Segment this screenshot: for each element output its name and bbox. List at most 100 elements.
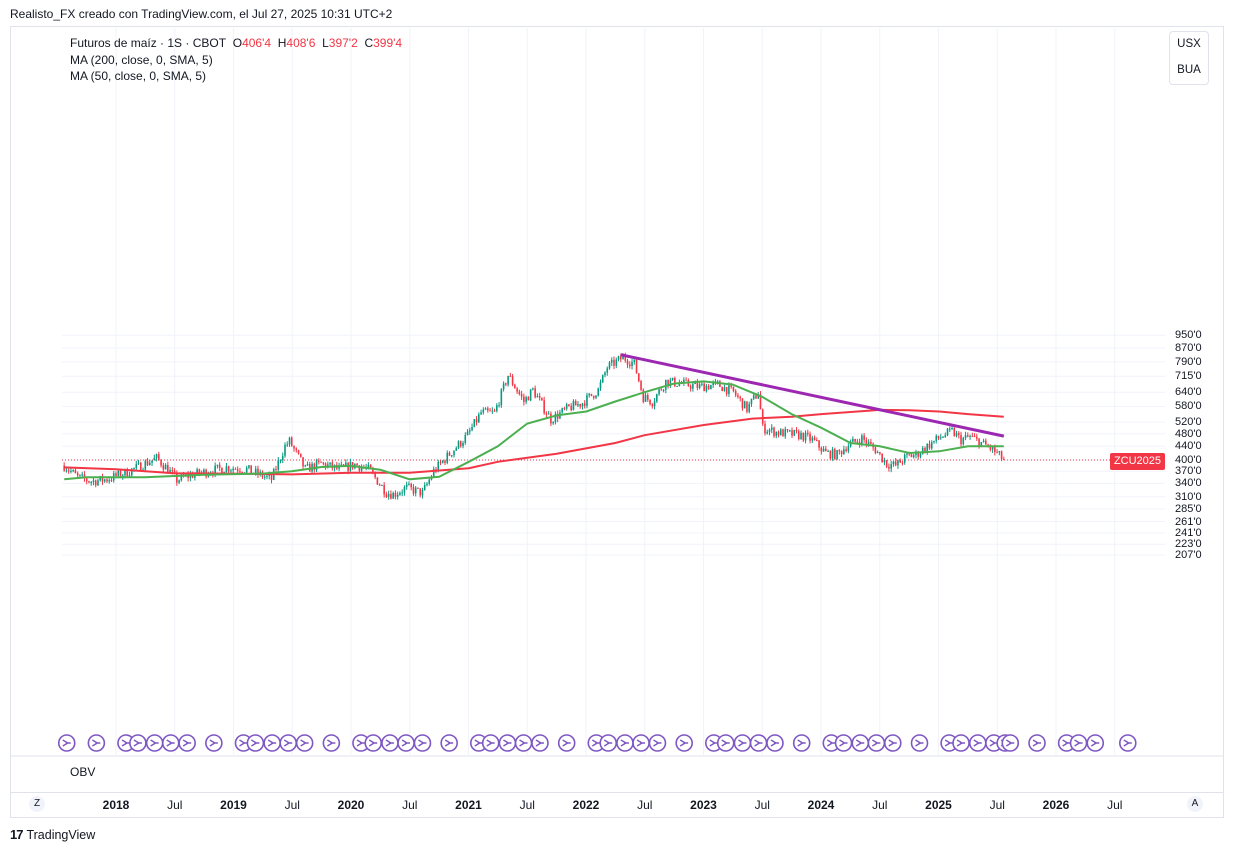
candle-body (484, 408, 487, 410)
event-icon (440, 734, 458, 752)
candle-body (135, 463, 138, 468)
candle-body (676, 385, 678, 387)
event-icon (413, 734, 432, 752)
candle-body (281, 455, 284, 461)
price-tick: 870'0 (1175, 341, 1202, 354)
candle-body (450, 455, 453, 457)
candle-body (888, 466, 890, 469)
event-icon (675, 734, 693, 752)
candle-body (342, 464, 345, 466)
candle-body (444, 460, 446, 463)
candle-body (890, 464, 892, 469)
candle-body (432, 469, 435, 477)
candle-body (124, 469, 126, 476)
open-label: O (232, 36, 243, 50)
close-value: 399'4 (373, 36, 403, 50)
candle-body (263, 476, 266, 478)
candle-body (955, 433, 958, 436)
unit-button[interactable]: BUA (1177, 64, 1201, 76)
candle-body (203, 469, 205, 473)
candle-body (518, 391, 521, 394)
candle-body (863, 435, 865, 440)
candle-body (254, 468, 257, 473)
candle-body (849, 441, 852, 447)
candle-body (295, 448, 298, 451)
candle-body (405, 484, 408, 488)
ma50-legend[interactable]: MA (50, close, 0, SMA, 5) (70, 69, 207, 83)
auto-scale-button[interactable]: A (1187, 796, 1203, 812)
candle-body (644, 394, 647, 402)
candle-body (741, 398, 744, 409)
price-tick: 440'0 (1175, 440, 1202, 453)
candle-body (480, 412, 482, 415)
candle-body (698, 384, 701, 388)
low-value: 397'2 (328, 36, 358, 50)
currency-button[interactable]: USX (1177, 38, 1201, 50)
candle-body (768, 429, 771, 432)
candle-body (139, 462, 142, 471)
candle-body (876, 452, 879, 454)
candle-body (417, 487, 419, 489)
price-tick: 310'0 (1175, 490, 1202, 503)
candle-body (471, 426, 473, 431)
candle-body (599, 382, 602, 389)
symbol-label: Futuros de maíz · 1S · CBOT (70, 36, 227, 50)
candle-body (928, 443, 931, 449)
candle-body (755, 395, 757, 399)
price-axis[interactable]: 950'0 870'0 790'0 715'0 640'0 580'0 520'0 480'0… (1165, 26, 1224, 756)
candle-body (403, 487, 406, 493)
candle-body (88, 481, 90, 483)
event-icon (322, 734, 341, 752)
candle-body (791, 430, 793, 436)
candle-body (155, 454, 158, 458)
candle-body (847, 446, 850, 451)
candle-body (946, 428, 949, 436)
candle-body (973, 436, 976, 438)
candle-body (376, 477, 379, 485)
event-icon (1028, 734, 1046, 752)
time-tick-year: 2026 (1042, 798, 1070, 812)
candle-body (595, 395, 597, 398)
candle-body (117, 470, 120, 476)
candle-body (919, 453, 922, 457)
candle-body (951, 428, 953, 430)
candle-body (176, 472, 178, 483)
timezone-button[interactable]: Z (29, 796, 45, 812)
candle-body (811, 437, 814, 441)
candle-body (97, 480, 99, 486)
candle-body (126, 469, 129, 477)
candle-body (318, 460, 320, 462)
candle-body (836, 450, 838, 460)
candle-body (505, 383, 507, 385)
candle-body (971, 435, 974, 437)
candle-body (613, 359, 615, 366)
time-tick-month: Jul (1107, 798, 1123, 812)
event-icon (883, 734, 902, 752)
candle-body (725, 387, 728, 395)
candle-body (870, 441, 872, 444)
candle-body (881, 453, 883, 463)
event-icon (716, 734, 735, 752)
candle-body (633, 359, 636, 362)
candle-body (766, 431, 769, 434)
time-axis[interactable]: 2018 Jul 2019 Jul 2020 Jul 2021 Jul 2022 Jul 2023 J… (10, 792, 1224, 819)
candle-body (331, 462, 334, 469)
candle-body (293, 446, 295, 449)
chart-frame (10, 26, 1224, 818)
candle-body (788, 430, 791, 432)
chart-attribution: Realisto_FX creado con TradingView.com, … (10, 7, 393, 21)
event-icon (1001, 734, 1020, 752)
candle-body (793, 429, 796, 436)
candle-body (845, 449, 847, 451)
candle-body (378, 484, 381, 486)
candle-body (743, 401, 746, 409)
price-badge: ZCU2025 (1110, 453, 1165, 470)
candle-body (696, 382, 699, 388)
candle-body (511, 376, 514, 385)
candle-body (917, 451, 920, 457)
candle-body (90, 482, 93, 484)
ma200-legend[interactable]: MA (200, close, 0, SMA, 5) (70, 52, 213, 67)
candle-body (964, 435, 967, 438)
candle-body (834, 449, 836, 460)
